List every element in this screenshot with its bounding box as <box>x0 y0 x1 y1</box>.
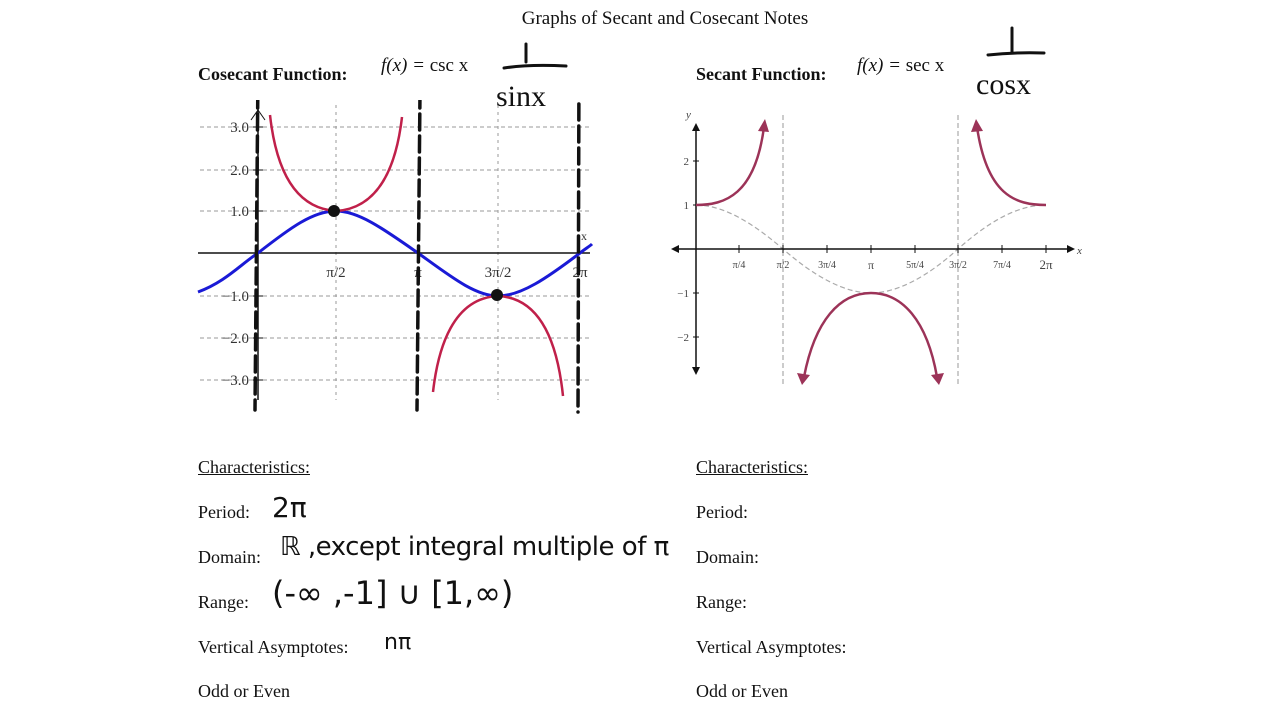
cosecant-asymptotes-label: Vertical Asymptotes: <box>198 637 349 657</box>
cosecant-odd-even-label: Odd or Even <box>198 681 290 701</box>
svg-text:−2: −2 <box>677 332 689 344</box>
secant-odd-even-label: Odd or Even <box>696 681 788 701</box>
point-min <box>491 289 503 301</box>
cosecant-formula: f(x) = csc x <box>381 55 468 77</box>
x-tick-labels: π/4 π/2 3π/4 π 5π/4 3π/2 7π/4 2π <box>733 257 1053 272</box>
svg-text:−3.0: −3.0 <box>222 373 249 389</box>
svg-text:3.0: 3.0 <box>230 120 249 136</box>
svg-text:π/2: π/2 <box>326 265 345 281</box>
secant-label: Secant Function: <box>696 64 827 84</box>
svg-text:2.0: 2.0 <box>230 163 249 179</box>
svg-text:π/2: π/2 <box>777 260 790 271</box>
y-tick-labels: 3.0 2.0 1.0 −1.0 −2.0 −3.0 <box>222 120 249 389</box>
svg-text:2π: 2π <box>572 265 588 281</box>
handwritten-reciprocal-sin: sinx <box>496 42 568 113</box>
secant-asymptotes-label: Vertical Asymptotes: <box>696 637 847 657</box>
svg-text:cosx: cosx <box>976 68 1031 101</box>
svg-text:1: 1 <box>684 200 690 212</box>
cosecant-period-value: 2π <box>272 491 307 524</box>
svg-text:π/4: π/4 <box>733 260 746 271</box>
svg-text:sinx: sinx <box>496 80 546 113</box>
point-max <box>328 205 340 217</box>
svg-text:3π/2: 3π/2 <box>949 260 967 271</box>
svg-text:1.0: 1.0 <box>230 204 249 220</box>
asymptotes-handwritten <box>253 100 581 414</box>
secant-period-label: Period: <box>696 502 748 522</box>
svg-text:−1: −1 <box>677 288 689 300</box>
cosecant-label: Cosecant Function: <box>198 64 348 84</box>
secant-graph: y x 2 1 −1 −2 π/4 π/2 3π/4 π 5π/4 3π/2 7… <box>671 109 1082 387</box>
secant-formula: f(x) = sec x <box>857 55 944 77</box>
svg-text:x: x <box>1076 245 1082 257</box>
cosecant-graph: 3.0 2.0 1.0 −1.0 −2.0 −3.0 π/2 π 3π/2 2π… <box>197 100 594 414</box>
formula-lhs: f(x) = <box>857 55 906 76</box>
sec-branches <box>695 126 1047 378</box>
formula-rhs: csc x <box>429 55 469 76</box>
svg-text:π: π <box>868 258 874 272</box>
svg-text:7π/4: 7π/4 <box>993 260 1011 271</box>
cosecant-characteristics-heading: Characteristics: <box>198 457 310 477</box>
secant-domain-label: Domain: <box>696 547 759 567</box>
formula-rhs: sec x <box>905 55 945 76</box>
svg-text:x: x <box>581 229 587 243</box>
svg-text:2π: 2π <box>1039 257 1053 272</box>
svg-text:5π/4: 5π/4 <box>906 260 924 271</box>
x-tick-labels: π/2 π 3π/2 2π <box>326 265 588 281</box>
cosecant-domain-value: ℝ ,except integral multiple of π <box>280 532 669 562</box>
cosecant-range-value: (-∞ ,-1] ∪ [1,∞) <box>272 574 514 612</box>
secant-characteristics-heading: Characteristics: <box>696 457 808 477</box>
page-title: Graphs of Secant and Cosecant Notes <box>521 8 809 29</box>
svg-text:−2.0: −2.0 <box>222 331 249 347</box>
secant-range-label: Range: <box>696 592 747 612</box>
svg-text:−1.0: −1.0 <box>222 289 249 305</box>
cosecant-range-label: Range: <box>198 592 249 612</box>
svg-text:y: y <box>685 109 691 121</box>
formula-lhs: f(x) = <box>381 55 430 76</box>
svg-text:2: 2 <box>684 156 690 168</box>
y-tick-labels: 2 1 −1 −2 <box>677 156 689 344</box>
grid-horizontal <box>200 126 590 381</box>
cosecant-period-label: Period: <box>198 502 250 522</box>
cosecant-domain-label: Domain: <box>198 547 261 567</box>
cosine-curve <box>695 204 1047 294</box>
cosecant-asymptotes-value: nπ <box>384 630 412 655</box>
svg-text:3π/2: 3π/2 <box>485 265 512 281</box>
svg-text:3π/4: 3π/4 <box>818 260 836 271</box>
handwritten-reciprocal-cos: cosx <box>976 26 1046 101</box>
